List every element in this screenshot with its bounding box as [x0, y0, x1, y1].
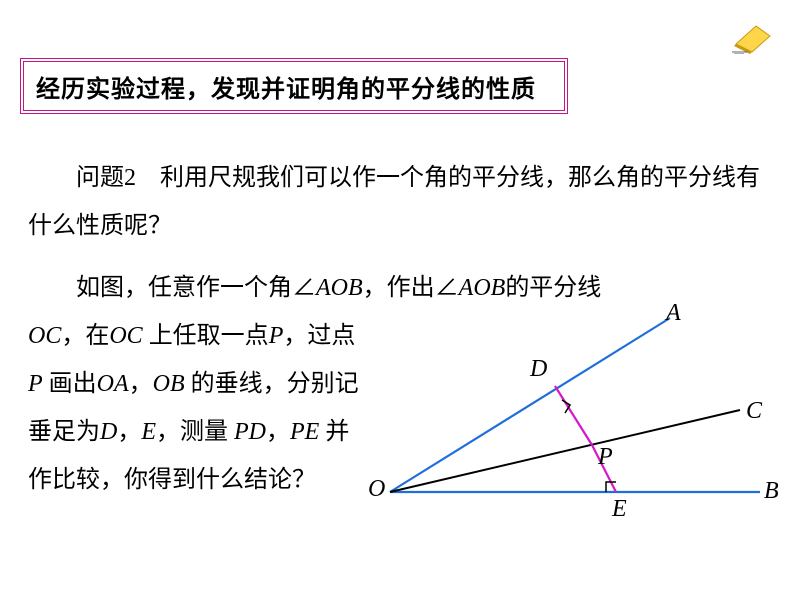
- title-text: 经历实验过程，发现并证明角的平分线的性质: [36, 69, 536, 104]
- problem-statement: 问题2 利用尺规我们可以作一个角的平分线，那么角的平分线有什么性质呢？: [28, 154, 768, 250]
- label-B: B: [764, 478, 779, 505]
- label-P: P: [598, 444, 613, 471]
- ray-OA: [390, 318, 670, 492]
- geometry-diagram: A C B O D P E: [370, 300, 790, 580]
- segment-PD: [555, 386, 592, 445]
- label-A: A: [666, 300, 681, 327]
- ray-OC: [390, 410, 740, 492]
- title-box: 经历实验过程，发现并证明角的平分线的性质: [20, 58, 568, 114]
- p1-text: 问题2 利用尺规我们可以作一个角的平分线，那么角的平分线有什么性质呢？: [28, 165, 760, 239]
- eraser-icon: [730, 22, 772, 54]
- label-E: E: [612, 496, 627, 523]
- label-D: D: [530, 356, 547, 383]
- right-angle-D: [562, 400, 570, 413]
- label-C: C: [746, 398, 762, 425]
- label-O: O: [368, 476, 385, 503]
